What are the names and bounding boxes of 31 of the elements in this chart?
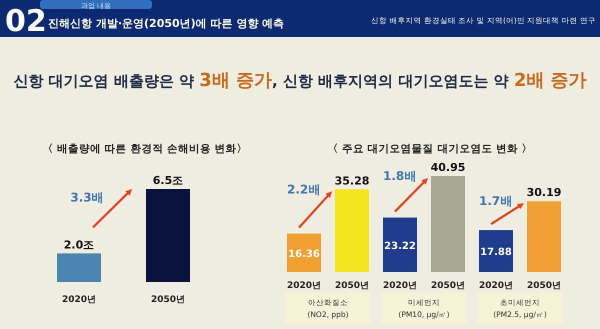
data-label: 16.36 — [288, 248, 320, 260]
text: 진해신항 개발·운영(2050년)에 따른 영향 예측 — [48, 17, 284, 30]
text: 2050년 — [430, 281, 466, 291]
text: 02 — [5, 4, 47, 39]
annotation: 2.2배 — [287, 182, 320, 196]
data-label: 17.88 — [480, 247, 512, 258]
chart-title: 〈 배출량에 따른 환경적 손해비용 변화〉 — [42, 142, 248, 155]
annotation: 1.7배 — [479, 194, 512, 208]
annotation: 1.8배 — [383, 169, 416, 183]
bar — [287, 234, 321, 272]
text: 2050년 — [526, 281, 562, 291]
bar — [383, 218, 417, 272]
text: 2020년 — [478, 281, 514, 291]
text: 신항 대기오염 배출량은 약 3배 증가, 신항 배후지역의 대기오염도는 약 2배 증가 — [13, 70, 587, 91]
data-label: 23.22 — [384, 240, 416, 252]
series-label: 2050년 — [334, 281, 370, 291]
data-label: 30.19 — [526, 186, 562, 200]
data-label: 6.5조 — [152, 174, 184, 187]
data-label: 35.28 — [334, 174, 370, 188]
x-tick-label: 2050년 — [150, 295, 186, 305]
bar — [431, 176, 465, 272]
series-label: 2020년 — [286, 281, 322, 291]
x-tick-label: 2020년 — [62, 295, 96, 305]
data-label: 2.0조 — [64, 238, 94, 252]
bar — [335, 189, 369, 272]
text: 2020년 — [382, 281, 418, 291]
bar — [479, 230, 513, 272]
bar — [527, 201, 561, 272]
data-label: 40.95 — [430, 161, 466, 174]
chart-title: 〈 주요 대기오염물질 대기오염도 변화 〉 — [327, 142, 533, 155]
annotation: 3.3배 — [70, 190, 104, 204]
